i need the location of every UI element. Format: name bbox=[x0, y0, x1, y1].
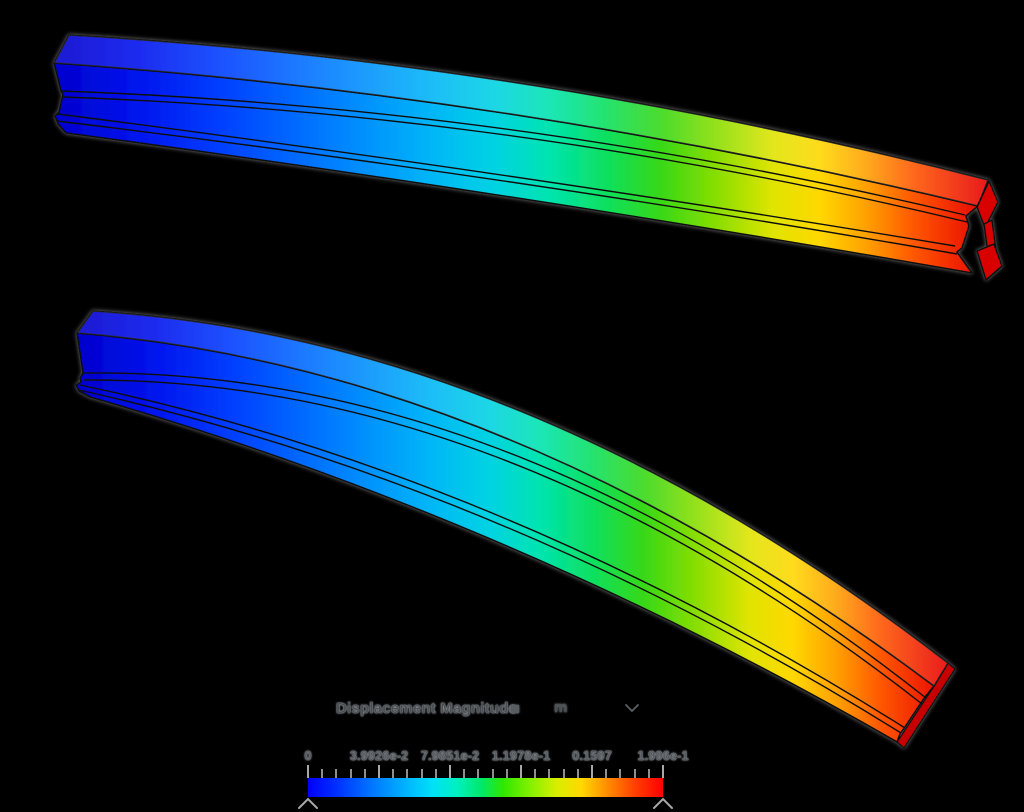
unit-value: m bbox=[554, 699, 568, 716]
tick-label: 1.996e-1 bbox=[637, 748, 689, 763]
tick-label: 0.1597 bbox=[572, 748, 612, 763]
major-tick-mark bbox=[307, 765, 309, 778]
minor-tick-mark bbox=[562, 769, 565, 778]
tick-label: 3.9926e-2 bbox=[349, 748, 409, 763]
caret-up-icon bbox=[298, 797, 318, 809]
i-beam-lower bbox=[75, 310, 956, 749]
minor-tick-mark bbox=[363, 769, 366, 778]
tick-label: 1.1978e-1 bbox=[491, 748, 551, 763]
major-tick-mark bbox=[591, 765, 593, 778]
minor-tick-mark bbox=[477, 769, 480, 778]
colorbar-tick-labels: 0 3.9926e-2 7.9851e-2 1.1978e-1 0.1597 1… bbox=[304, 748, 688, 763]
caret-up-icon bbox=[653, 797, 673, 809]
tick-label: 0 bbox=[304, 748, 312, 763]
legend-tick-row bbox=[307, 765, 664, 778]
major-tick-mark bbox=[378, 765, 380, 778]
minor-tick-mark bbox=[605, 769, 608, 778]
minor-tick-mark bbox=[420, 769, 423, 778]
colorbar-gradient bbox=[308, 778, 663, 797]
max-range-handle[interactable] bbox=[652, 797, 674, 810]
minor-tick-mark bbox=[321, 769, 324, 778]
square-icon bbox=[511, 705, 519, 713]
major-tick-mark bbox=[520, 765, 522, 778]
minor-tick-mark bbox=[534, 769, 537, 778]
major-tick-mark bbox=[662, 765, 664, 778]
minor-tick-mark bbox=[619, 769, 622, 778]
minor-tick-mark bbox=[576, 769, 579, 778]
major-tick-mark bbox=[449, 765, 451, 778]
unit-select[interactable]: m bbox=[540, 696, 648, 720]
i-beam-upper-end-cross-section bbox=[976, 180, 1003, 281]
i-beam-lower-front-face bbox=[75, 332, 935, 743]
minor-tick-mark bbox=[434, 769, 437, 778]
minor-tick-mark bbox=[633, 769, 636, 778]
minor-tick-mark bbox=[491, 769, 494, 778]
min-range-handle[interactable] bbox=[297, 797, 319, 810]
tick-label: 7.9851e-2 bbox=[420, 748, 480, 763]
i-beam-upper-top-face-highlight bbox=[54, 35, 988, 206]
minor-tick-mark bbox=[392, 769, 395, 778]
i-beam-lower-edge-lines bbox=[78, 372, 927, 734]
minor-tick-mark bbox=[406, 769, 409, 778]
chevron-down-icon bbox=[625, 704, 639, 713]
minor-tick-mark bbox=[548, 769, 551, 778]
minor-tick-mark bbox=[647, 769, 650, 778]
i-beam-upper-edge-lines bbox=[56, 90, 968, 255]
minor-tick-mark bbox=[463, 769, 466, 778]
minor-tick-mark bbox=[335, 769, 338, 778]
field-label: Displacement Magnitude bbox=[336, 700, 518, 717]
minor-tick-mark bbox=[349, 769, 352, 778]
i-beam-upper bbox=[53, 34, 1003, 281]
minor-tick-mark bbox=[505, 769, 508, 778]
